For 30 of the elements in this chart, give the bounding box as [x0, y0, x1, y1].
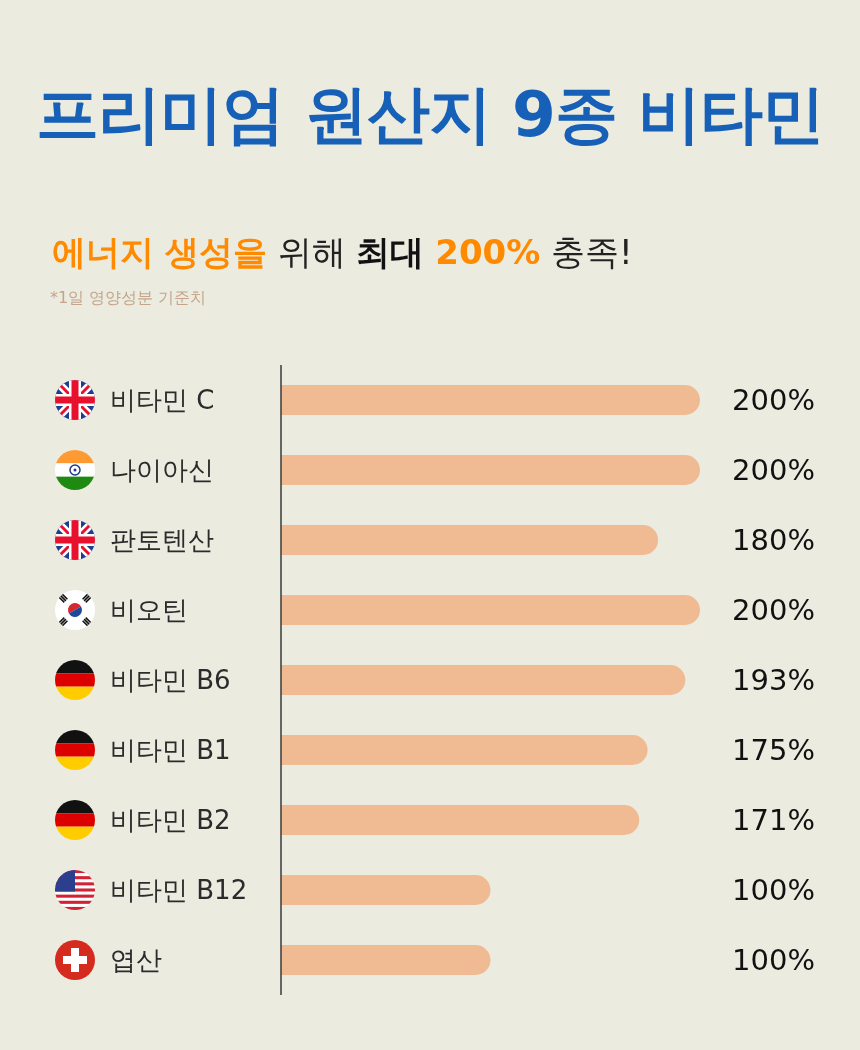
bar: [281, 875, 491, 905]
data-label: 193%: [732, 663, 815, 697]
bar: [281, 385, 700, 415]
data-label: 100%: [732, 873, 815, 907]
data-label: 200%: [732, 453, 815, 487]
text: *1일 영양성분 기준치: [50, 288, 207, 309]
bar: [281, 455, 700, 485]
data-label: 200%: [732, 383, 815, 417]
y-tick-label: 비타민 C: [110, 385, 215, 415]
y-tick-label: 비타민 B6: [110, 665, 231, 695]
data-label: 100%: [732, 943, 815, 977]
y-tick-label: 엽산: [110, 945, 162, 975]
bar: [281, 595, 700, 625]
data-label: 200%: [732, 593, 815, 627]
y-tick-label: 판토텐산: [110, 525, 214, 555]
chart-subtitle: 에너지 생성을 위해 최대 200% 충족!: [52, 232, 633, 272]
bar: [281, 735, 648, 765]
y-tick-label: 비타민 B2: [110, 805, 231, 835]
bar: [281, 525, 659, 555]
y-tick-label: 비타민 B12: [110, 875, 248, 905]
y-tick-label: 나이아신: [110, 455, 214, 485]
chart-title: 프리미엄 원산지 9종 비타민: [35, 77, 825, 153]
bar: [281, 805, 640, 835]
data-label: 175%: [732, 733, 815, 767]
data-label: 180%: [732, 523, 815, 557]
bar: [281, 665, 686, 695]
data-label: 171%: [732, 803, 815, 837]
bar: [281, 945, 491, 975]
y-tick-label: 비타민 B1: [110, 735, 231, 765]
y-tick-label: 비오틴: [110, 595, 188, 625]
